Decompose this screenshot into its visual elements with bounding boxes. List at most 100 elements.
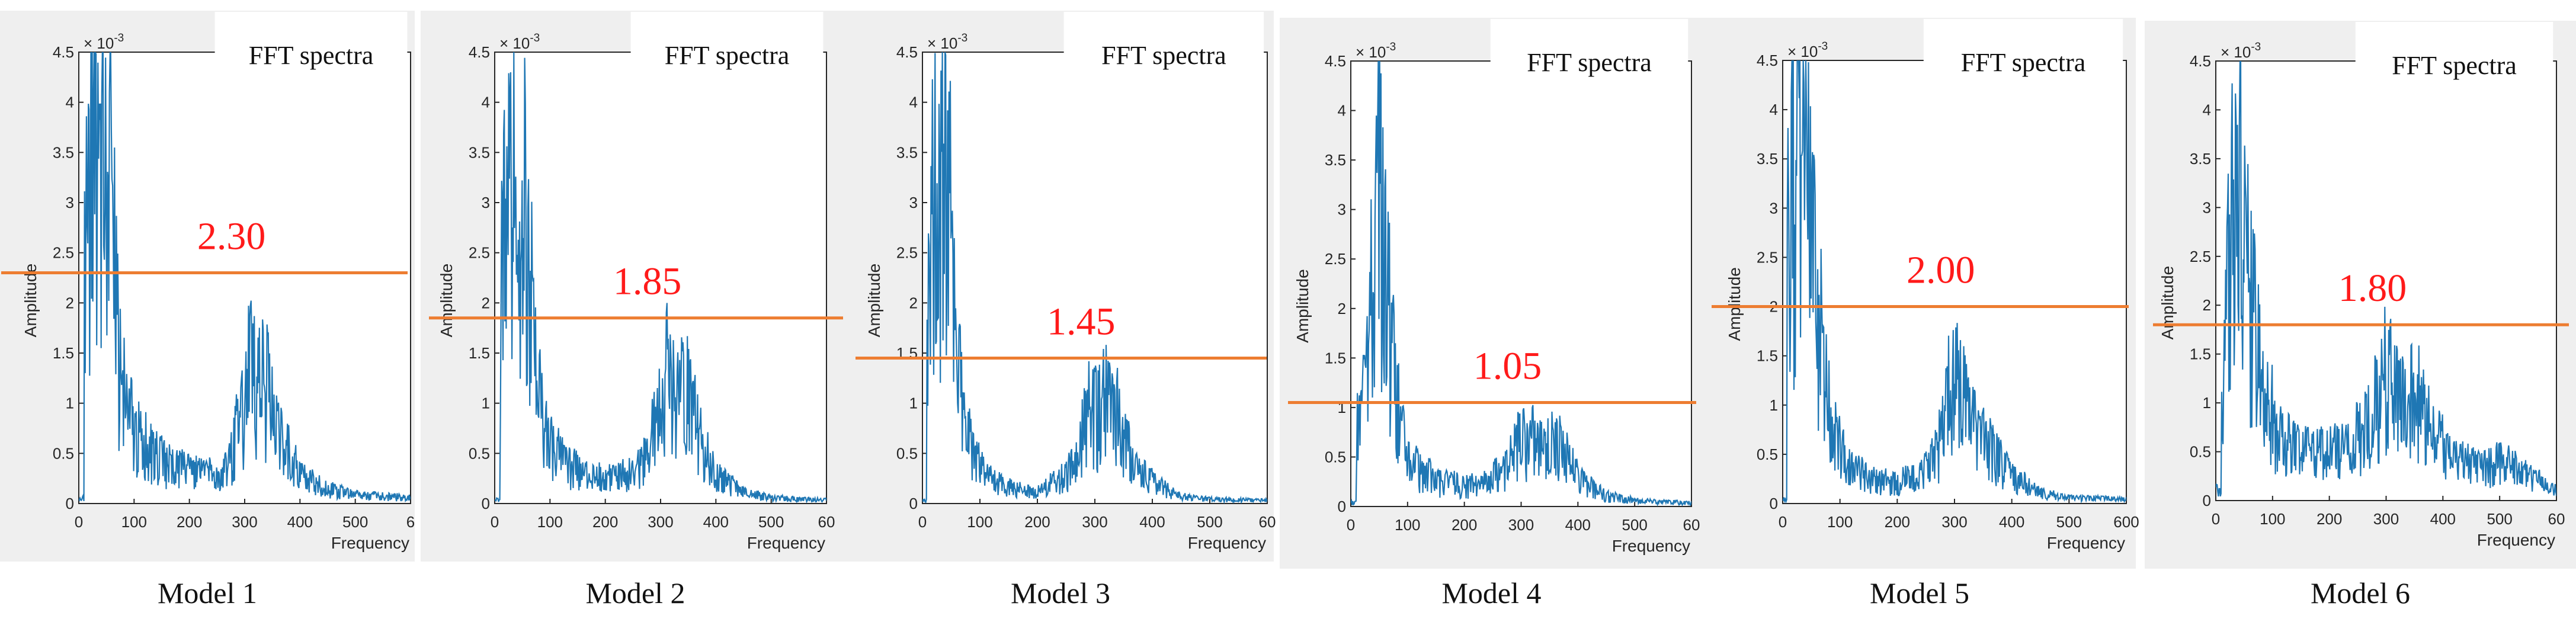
x-tick-label: 500 xyxy=(1622,516,1647,534)
y-tick-label: 2.5 xyxy=(1325,250,1346,268)
threshold-value-label: 1.45 xyxy=(1047,300,1116,343)
y-axis-label: Amplitude xyxy=(1293,269,1312,343)
y-tick-label: 1.5 xyxy=(53,344,74,362)
y-tick-label: 4.5 xyxy=(1325,52,1346,70)
y-tick-label: 4 xyxy=(482,94,490,111)
x-axis-label: Frequency xyxy=(2047,534,2125,552)
panel-title: FFT spectra xyxy=(2392,51,2517,80)
y-tick-label: 4 xyxy=(66,94,74,111)
y-tick-label: 2 xyxy=(2203,296,2211,314)
y-tick-label: 3.5 xyxy=(1757,150,1778,168)
threshold-value-label: 1.85 xyxy=(613,260,682,303)
x-tick-label: 300 xyxy=(1941,513,1967,531)
y-axis-label: Amplitude xyxy=(437,264,456,338)
x-tick-label: 0 xyxy=(1779,513,1787,531)
y-tick-label: 2 xyxy=(482,294,490,312)
panel-title: FFT spectra xyxy=(1527,48,1652,77)
threshold-value-label: 1.05 xyxy=(1473,345,1542,388)
y-exponent-label: × 10-3 xyxy=(84,32,124,52)
x-tick-label: 100 xyxy=(967,513,992,531)
y-tick-label: 0.5 xyxy=(2190,443,2211,461)
x-tick-label: 300 xyxy=(648,513,673,531)
x-tick-label: 200 xyxy=(177,513,202,531)
title-box xyxy=(2355,22,2553,93)
y-tick-label: 0 xyxy=(1338,498,1346,515)
x-tick-label: 0 xyxy=(1347,516,1355,534)
x-tick-label: 200 xyxy=(592,513,618,531)
y-tick-label: 3.5 xyxy=(469,143,490,161)
model-caption: Model 2 xyxy=(585,576,685,610)
y-tick-label: 4 xyxy=(1770,101,1778,118)
model-caption: Model 6 xyxy=(2311,576,2410,610)
y-tick-label: 4 xyxy=(2203,101,2211,118)
y-tick-label: 1 xyxy=(482,395,490,412)
y-tick-label: 2 xyxy=(909,294,918,312)
y-tick-label: 2.5 xyxy=(2190,248,2211,265)
fft-series-line xyxy=(1351,61,1691,506)
title-box xyxy=(630,12,824,83)
x-tick-label: 0 xyxy=(75,513,83,531)
y-exponent-label: × 10-3 xyxy=(1787,40,1828,60)
y-tick-label: 3 xyxy=(482,194,490,211)
x-tick-label: 100 xyxy=(2260,510,2285,528)
x-tick-label: 60 xyxy=(1683,516,1700,534)
threshold-value-label: 1.80 xyxy=(2338,267,2407,310)
y-tick-label: 2.5 xyxy=(896,244,918,262)
x-tick-label: 500 xyxy=(758,513,784,531)
y-exponent-label: × 10-3 xyxy=(499,32,540,52)
y-tick-label: 4.5 xyxy=(1757,52,1778,69)
x-tick-label: 100 xyxy=(1395,516,1420,534)
x-tick-label: 100 xyxy=(537,513,563,531)
model-caption: Model 4 xyxy=(1441,576,1541,610)
y-tick-label: 0 xyxy=(482,495,490,512)
fft-series-line xyxy=(922,52,1267,504)
x-tick-label: 0 xyxy=(491,513,499,531)
x-tick-label: 60 xyxy=(818,513,835,531)
threshold-value-label: 2.00 xyxy=(1907,249,1975,292)
x-tick-label: 0 xyxy=(918,513,927,531)
x-tick-label: 100 xyxy=(121,513,147,531)
y-axis-label: Amplitude xyxy=(21,264,40,338)
title-box xyxy=(214,12,408,83)
model-caption: Model 5 xyxy=(1870,576,1969,610)
y-tick-label: 3.5 xyxy=(2190,150,2211,168)
x-tick-label: 400 xyxy=(1999,513,2024,531)
x-tick-label: 400 xyxy=(1139,513,1165,531)
x-tick-label: 60 xyxy=(1259,513,1276,531)
y-tick-label: 4 xyxy=(1338,102,1346,120)
y-tick-label: 0.5 xyxy=(469,444,490,462)
plot-area xyxy=(922,52,1268,504)
x-tick-label: 400 xyxy=(1565,516,1591,534)
x-tick-label: 400 xyxy=(2430,510,2456,528)
x-tick-label: 600 xyxy=(2113,513,2139,531)
fft-series-line xyxy=(495,52,826,504)
y-tick-label: 4.5 xyxy=(2190,52,2211,70)
y-tick-label: 2.5 xyxy=(53,244,74,262)
y-tick-label: 1.5 xyxy=(2190,345,2211,363)
y-tick-label: 3 xyxy=(1770,199,1778,217)
title-box xyxy=(1490,19,1689,90)
chart-panel-1: 0 0.5 1 1.5 2 2.5 3 3.5 4 4.5 0 100 200 300 400 500 6 × 1… xyxy=(0,11,415,610)
y-tick-label: 3 xyxy=(66,194,74,211)
x-tick-label: 200 xyxy=(1885,513,1910,531)
y-axis-label: Amplitude xyxy=(1725,267,1744,341)
chart-panel-5: 00.511.522.533.544.50100200300400500600×… xyxy=(1703,18,2139,610)
x-tick-label: 400 xyxy=(703,513,729,531)
y-tick-label: 1.5 xyxy=(1325,349,1346,367)
y-axis-label: Amplitude xyxy=(2158,266,2177,340)
y-tick-label: 1 xyxy=(1770,396,1778,414)
y-tick-label: 0.5 xyxy=(896,444,918,462)
x-axis-label: Frequency xyxy=(1612,537,1690,555)
fft-series-line xyxy=(1783,60,2126,504)
x-tick-label: 0 xyxy=(2212,510,2220,528)
y-tick-label: 3.5 xyxy=(1325,151,1346,169)
y-axis-label: Amplitude xyxy=(865,264,883,338)
x-tick-label: 6 xyxy=(406,513,415,531)
x-tick-label: 500 xyxy=(2056,513,2082,531)
title-box xyxy=(1063,12,1264,83)
x-tick-label: 200 xyxy=(1452,516,1477,534)
y-tick-label: 2.5 xyxy=(469,244,490,262)
x-tick-label: 300 xyxy=(1082,513,1107,531)
x-tick-label: 400 xyxy=(287,513,313,531)
y-tick-label: 3.5 xyxy=(53,143,74,161)
